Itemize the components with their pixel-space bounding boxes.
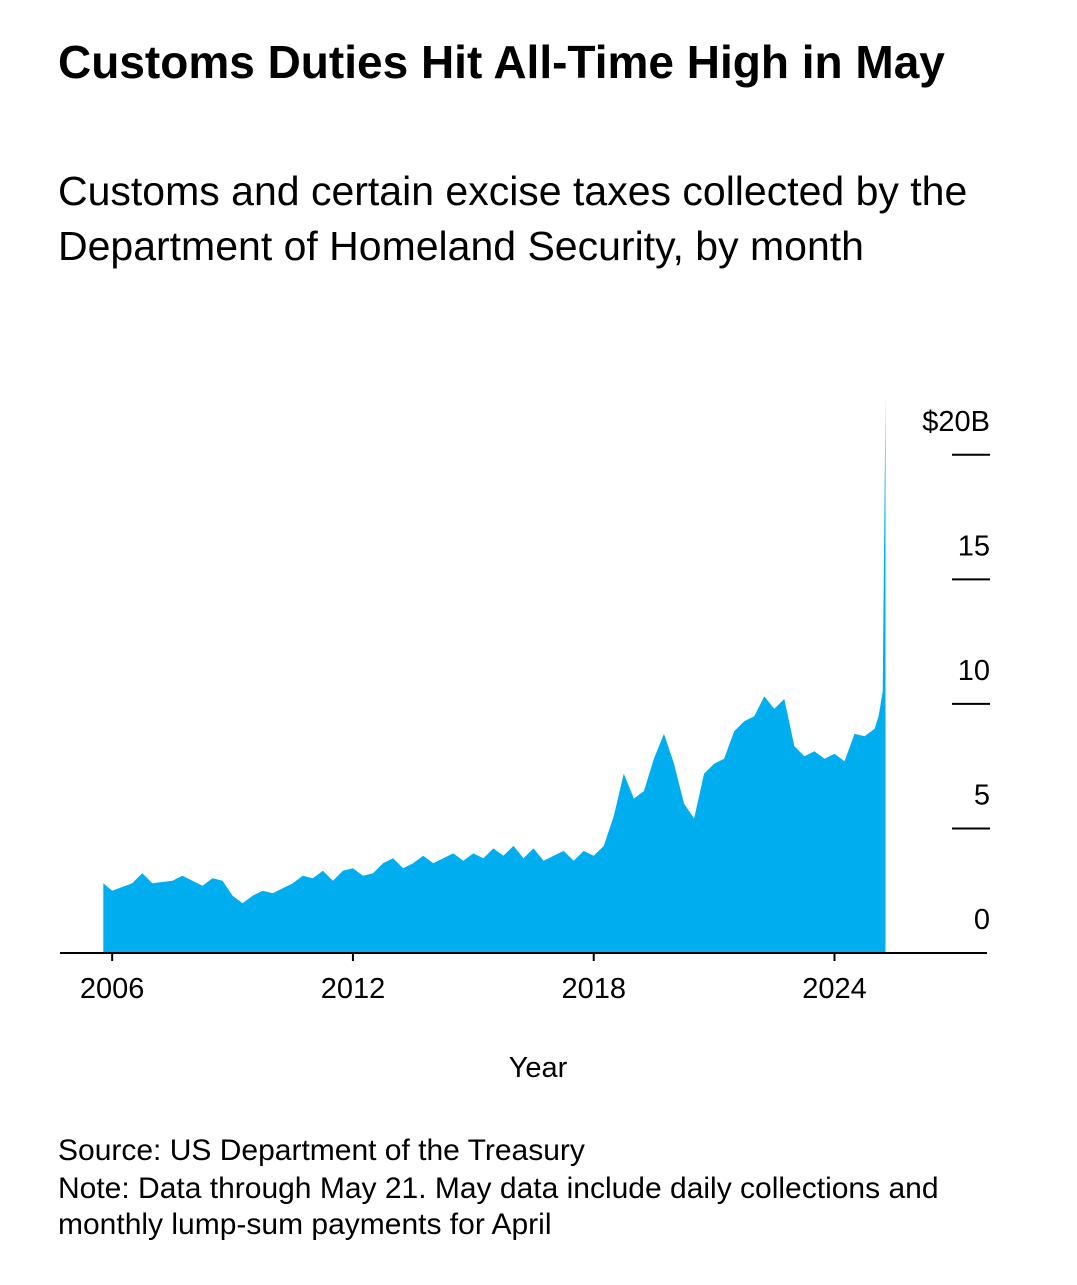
y-tick-label: 0 (974, 904, 990, 936)
x-axis-label: Year (509, 1052, 568, 1084)
text: Note: Data through May 21. May data incl… (58, 1172, 939, 1241)
text: Customs and certain excise taxes collect… (58, 168, 967, 269)
y-tick-label: $20B (922, 406, 990, 438)
subtitle: Customs and certain excise taxes collect… (58, 168, 967, 269)
x-tick-label: 2012 (321, 973, 386, 1005)
y-tick-label: 15 (958, 530, 990, 562)
note: Note: Data through May 21. May data incl… (58, 1172, 939, 1241)
x-tick-label: 2024 (802, 973, 867, 1005)
y-tick-label: 10 (958, 655, 990, 687)
text: Customs Duties Hit All-Time High in May (58, 36, 945, 88)
title: Customs Duties Hit All-Time High in May (58, 36, 945, 88)
x-tick-label: 2018 (561, 973, 626, 1005)
area (103, 397, 886, 953)
x-tick-label: 2006 (80, 973, 145, 1005)
y-tick-label: 5 (974, 779, 990, 811)
source: Source: US Department of the Treasury (58, 1134, 585, 1167)
